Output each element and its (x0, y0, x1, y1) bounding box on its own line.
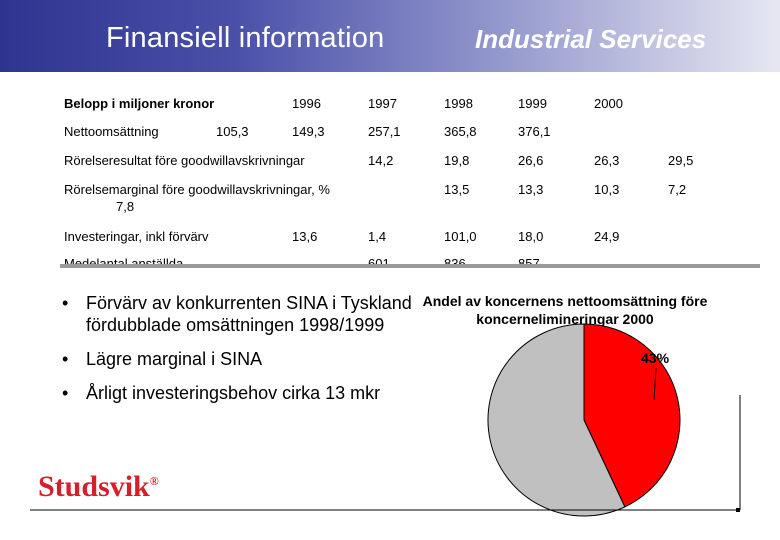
table-cell: 105,3 (216, 124, 249, 139)
slice-data-label: 43% (641, 350, 670, 366)
year-2000: 2000 (594, 96, 623, 111)
table-header-label: Belopp i miljoner kronor (64, 96, 215, 111)
year-1996: 1996 (292, 96, 321, 111)
table-cell: 13,5 (444, 182, 470, 197)
year-1998: 1998 (444, 96, 473, 111)
studsvik-logo: Studsvik® (38, 470, 159, 504)
table-cell: 29,5 (668, 153, 694, 168)
bullet-item: • Lägre marginal i SINA (62, 348, 422, 370)
bullet-text: Årligt investeringsbehov cirka 13 mkr (86, 383, 381, 403)
bullet-marker: • (62, 383, 69, 403)
table-cell: 7,2 (668, 182, 687, 197)
header-banner: Finansiell information Industrial Servic… (0, 0, 780, 72)
table-cell: 14,2 (368, 153, 394, 168)
table-cell: 376,1 (518, 124, 551, 139)
registered-mark: ® (149, 474, 159, 488)
table-row-clipped: Medelantal anställda 601 836 857 (60, 250, 760, 266)
label-leader-line (653, 367, 657, 401)
table-cell: 18,0 (518, 229, 544, 244)
bullet-item: • Årligt investeringsbehov cirka 13 mkr (62, 382, 422, 404)
bullet-text: Lägre marginal i SINA (86, 349, 263, 369)
table-cell: 836 (444, 256, 466, 266)
table-cell: 26,6 (518, 153, 544, 168)
year-1999: 1999 (518, 96, 547, 111)
pie-slice-rest (487, 323, 626, 517)
logo-text: Studsvik (38, 470, 150, 503)
bullet-marker: • (62, 293, 69, 313)
table-cell: 26,3 (594, 153, 620, 168)
row-label-nettoomsattning: Nettoomsättning (64, 124, 159, 139)
page-title: Finansiell information (106, 22, 385, 54)
table-cell: 601 (368, 256, 390, 266)
row-label-investeringar: Investeringar, inkl förvärv (64, 229, 209, 244)
table-cell: 24,9 (594, 229, 620, 244)
table-cell: 101,0 (444, 229, 477, 244)
table-cell: 10,3 (594, 182, 620, 197)
frame-corner-mark (736, 508, 740, 512)
row-label-rorelsemarginal: Rörelsemarginal före goodwillavskrivning… (64, 182, 330, 197)
year-1997: 1997 (368, 96, 397, 111)
table-cell: 365,8 (444, 124, 477, 139)
table-divider (60, 264, 760, 268)
table-cell: 19,8 (444, 153, 470, 168)
bullet-text: Förvärv av konkurrenten SINA i Tyskland … (86, 293, 412, 335)
chart-title: Andel av koncernens nettoomsättning före… (422, 293, 708, 327)
table-cell: 149,3 (292, 124, 325, 139)
table-cell: 257,1 (368, 124, 401, 139)
table-cell: 857 (518, 256, 540, 266)
bullet-marker: • (62, 349, 69, 369)
table-cell: 1,4 (368, 229, 387, 244)
section-title: Industrial Services (475, 24, 707, 54)
table-cell: 13,3 (518, 182, 544, 197)
table-cell: 13,6 (292, 229, 318, 244)
bullet-item: • Förvärv av konkurrenten SINA i Tyskland… (62, 292, 422, 336)
bullet-list: • Förvärv av konkurrenten SINA i Tyskland… (62, 292, 422, 416)
table-cell: 7,8 (116, 199, 135, 214)
row-label-rorelseresultat: Rörelseresultat före goodwillavskrivning… (64, 153, 305, 168)
row-label-medelantal: Medelantal anställda (64, 256, 184, 266)
